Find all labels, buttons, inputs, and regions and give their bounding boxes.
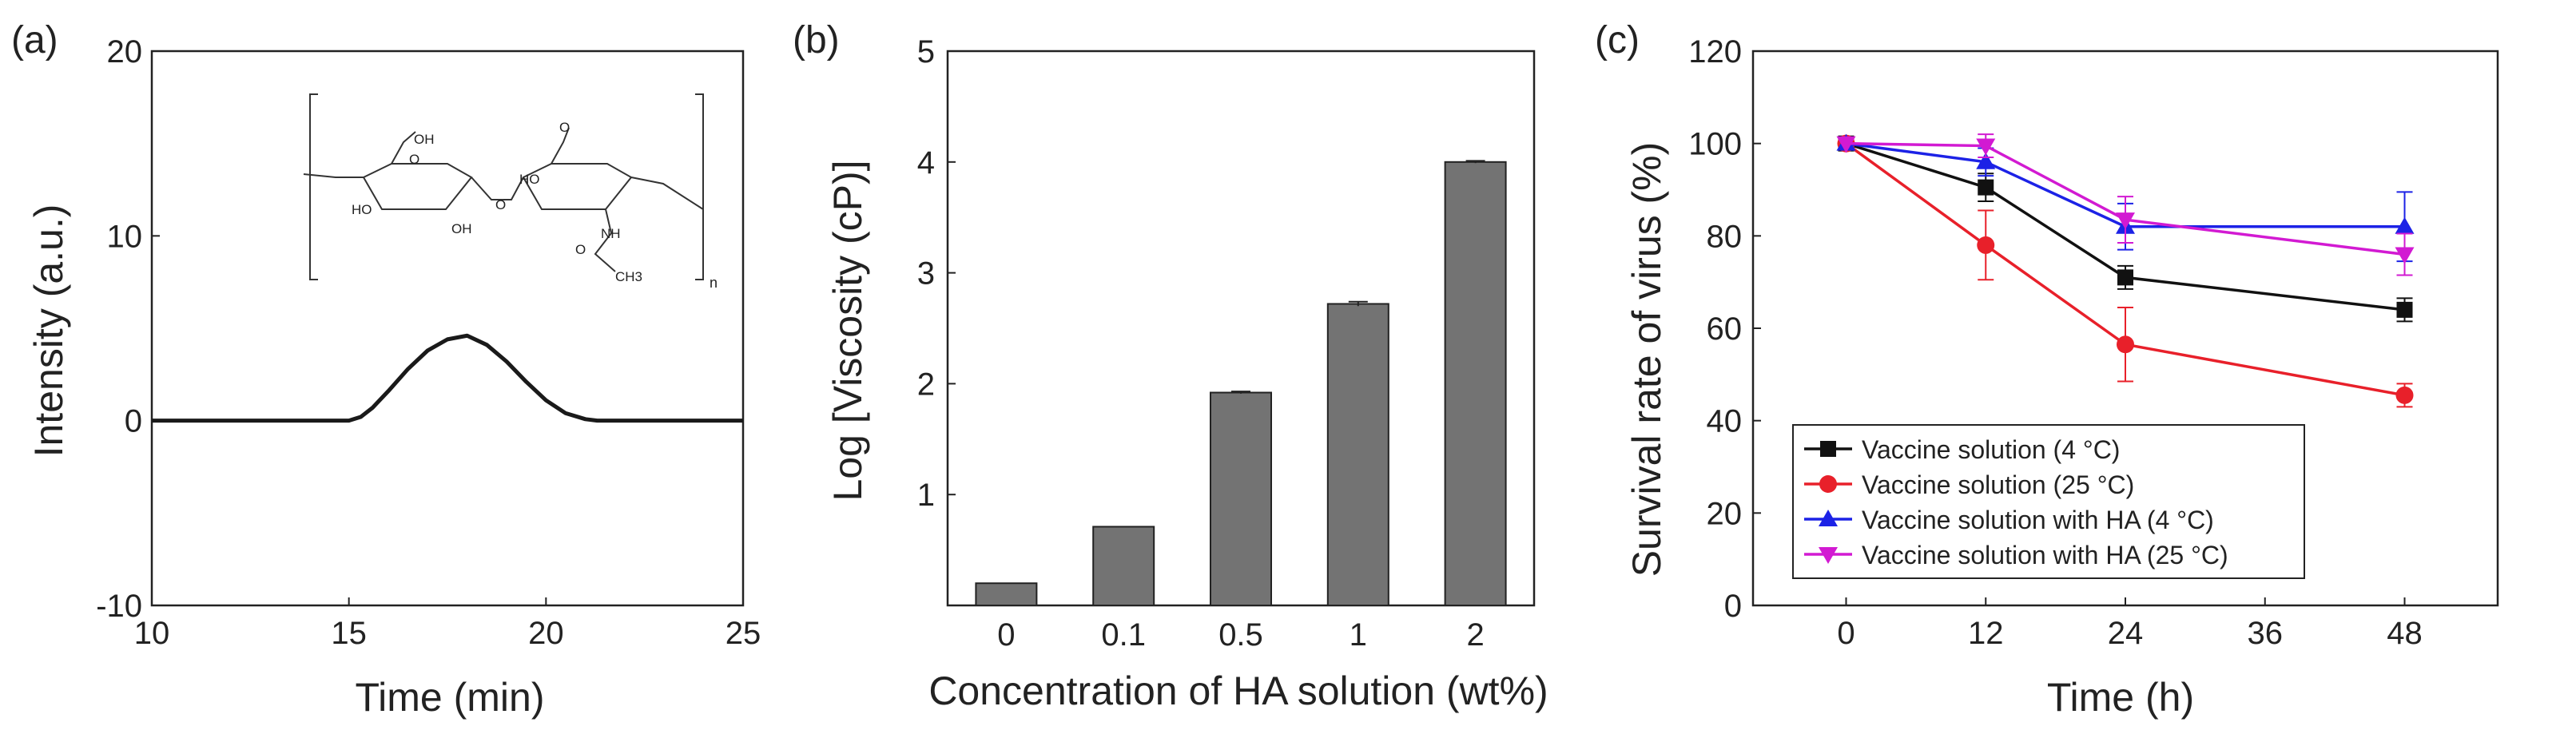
- bar-0: [975, 582, 1038, 606]
- legend-frame: [1792, 424, 2305, 579]
- left-bracket: [309, 93, 318, 280]
- data-point: [2117, 335, 2134, 354]
- panel-c-survival-chart: (c) 0 12 24 36 48 0 20 40 60 80 100 120 Vaccine sol…: [1595, 19, 2499, 720]
- panel-b-label: (b): [793, 19, 840, 62]
- panel-c-x-axis-label: Time (h): [2047, 675, 2194, 720]
- y-tick-label: 5: [917, 34, 935, 69]
- legend-marker: [1819, 475, 1837, 493]
- inset-atom-label: OH: [451, 221, 472, 236]
- legend-marker: [1820, 441, 1836, 457]
- inset-atom-label: O: [495, 197, 506, 212]
- x-tick-label: 12: [1968, 616, 2004, 651]
- panel-c-label: (c): [1595, 19, 1640, 62]
- y-tick-label: 40: [1707, 404, 1743, 439]
- data-point: [2396, 301, 2413, 318]
- series-line-3: [1846, 141, 2405, 256]
- y-tick-label: 2: [917, 367, 935, 402]
- y-tick-label: 0: [125, 404, 142, 439]
- inset-atom-label: n: [710, 275, 718, 291]
- x-tick-label: 0: [997, 617, 1015, 653]
- x-tick-label: 15: [331, 616, 367, 651]
- y-tick-label: 0: [1724, 589, 1742, 624]
- series-line-1: [1845, 142, 2405, 397]
- chromatogram-line: [152, 333, 743, 423]
- data-point: [1976, 138, 1996, 156]
- x-tick-label: 24: [2108, 616, 2144, 651]
- x-tick-label: 36: [2248, 616, 2284, 651]
- legend-entry: Vaccine solution with HA (4 °C): [1862, 506, 2214, 534]
- inset-atom-label: O: [575, 242, 586, 257]
- bar-0.1: [1092, 526, 1155, 607]
- panel-c-y-axis-label: Survival rate of virus (%): [1624, 142, 1669, 577]
- x-tick-label: 10: [134, 616, 170, 651]
- data-point: [2117, 269, 2133, 286]
- legend-marker: [1819, 510, 1838, 526]
- x-tick-label: 20: [528, 616, 564, 651]
- data-point: [1976, 152, 1996, 169]
- legend-entry: Vaccine solution (4 °C): [1862, 435, 2120, 464]
- panel-b-x-axis-label: Concentration of HA solution (wt%): [928, 669, 1548, 713]
- glycosidic-bond-left: [303, 173, 364, 178]
- inset-atom-label: O: [409, 152, 419, 167]
- glycosidic-bond-right: [630, 177, 704, 210]
- panel-a-plot-frame: [150, 50, 745, 607]
- inset-atom-label: OH: [414, 132, 435, 147]
- acetamido-bond: [594, 208, 616, 272]
- panel-a-x-axis-label: Time (min): [355, 675, 544, 720]
- y-tick-label: 20: [107, 34, 143, 69]
- panel-b-y-axis-label: Log [Viscosity (cP)]: [825, 160, 870, 501]
- x-tick-label: 2: [1466, 617, 1484, 653]
- data-point: [2395, 216, 2415, 234]
- inset-atom-label: HO: [519, 172, 540, 187]
- y-tick-label: 4: [917, 145, 935, 181]
- sugar-ring-1: [362, 163, 473, 210]
- data-point: [1977, 236, 1995, 254]
- y-tick-label: 1: [917, 478, 935, 513]
- legend-entry: Vaccine solution with HA (25 °C): [1862, 541, 2228, 569]
- carboxyl-bond: [391, 131, 416, 165]
- y-tick-label: 60: [1707, 311, 1743, 347]
- panel-c-legend: Vaccine solution (4 °C) Vaccine solution …: [1792, 424, 2305, 579]
- x-tick-label: 48: [2387, 616, 2423, 651]
- x-tick-label: 1: [1350, 617, 1367, 653]
- series-line-0: [1845, 141, 2405, 311]
- legend-marker: [1819, 547, 1838, 564]
- inset-atom-label: CH3: [615, 269, 642, 284]
- x-tick-label: 25: [725, 616, 761, 651]
- y-tick-label: 80: [1707, 219, 1743, 254]
- bar-2: [1444, 161, 1507, 607]
- legend-entry: Vaccine solution (25 °C): [1862, 470, 2134, 499]
- inset-atom-label: NH: [601, 226, 621, 241]
- bar-0.5: [1210, 391, 1272, 606]
- data-point: [2395, 247, 2415, 264]
- glycosidic-bond-middle: [471, 177, 524, 200]
- inset-atom-label: O: [559, 120, 570, 135]
- y-tick-label: 20: [1707, 496, 1743, 531]
- series-line-2: [1846, 141, 2405, 228]
- y-tick-label: 3: [917, 256, 935, 292]
- y-tick-label: 100: [1688, 127, 1742, 162]
- panel-a-label: (a): [11, 19, 58, 62]
- data-point: [2395, 386, 2414, 404]
- hydroxymethyl-bond: [551, 127, 570, 165]
- y-tick-label: -10: [96, 589, 142, 624]
- bar-1: [1326, 303, 1389, 606]
- inset-atom-label: HO: [352, 202, 372, 217]
- panel-c-plot-frame: [1751, 50, 2499, 607]
- right-bracket: [695, 93, 704, 280]
- x-tick-label: 0.5: [1218, 617, 1263, 653]
- y-tick-label: 10: [107, 219, 143, 254]
- data-point: [2116, 212, 2135, 230]
- data-point: [1836, 136, 1856, 153]
- panel-b-viscosity-chart: (b) 0 0.1 0.5 1 2 1 2 3 4 5 Concentration of HA s…: [793, 19, 1548, 713]
- x-tick-label: 0.1: [1101, 617, 1146, 653]
- y-tick-label: 120: [1688, 34, 1742, 69]
- data-point: [1978, 179, 1994, 196]
- panel-a-y-axis-label: Intensity (a.u.): [26, 204, 71, 458]
- x-tick-label: 0: [1837, 616, 1854, 651]
